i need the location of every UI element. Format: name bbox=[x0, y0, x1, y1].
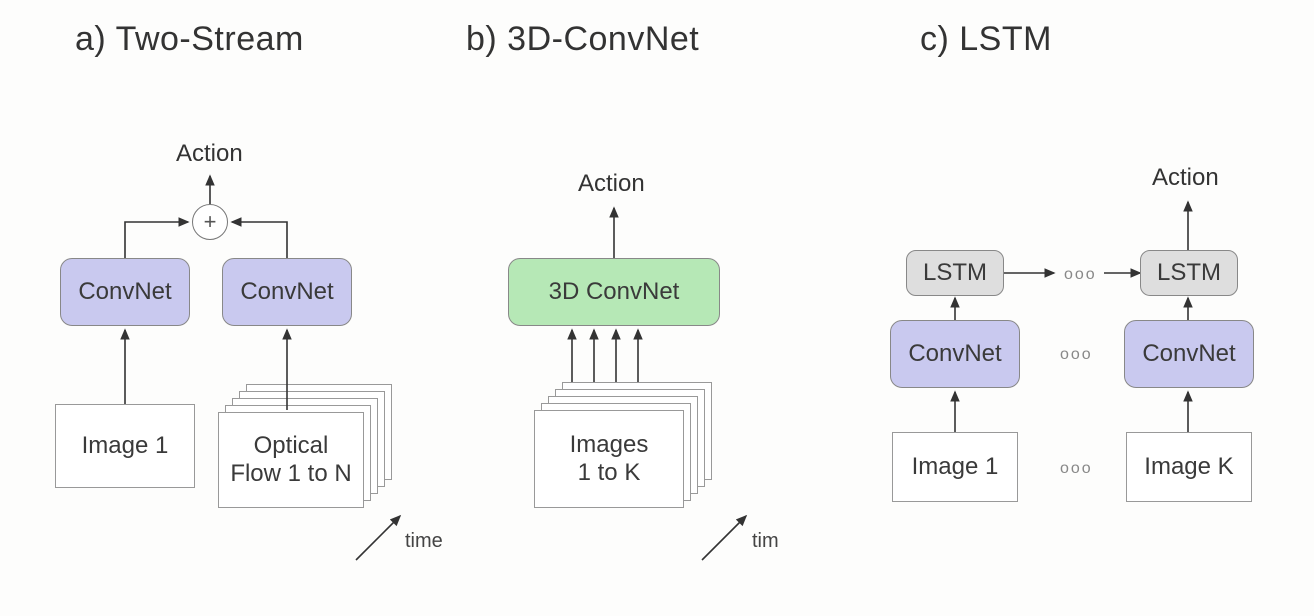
diagram-canvas: a) Two-Stream b) 3D-ConvNet c) LSTM Acti… bbox=[0, 0, 1314, 616]
panel-a-time-label: time bbox=[405, 530, 443, 553]
panel-b-images-label: Images 1 to K bbox=[534, 410, 684, 508]
panel-c-convnet-left: ConvNet bbox=[890, 320, 1020, 388]
panel-b-action-label: Action bbox=[578, 170, 645, 198]
panel-c-ellipsis-lstm: ooo bbox=[1064, 266, 1097, 284]
panel-c-lstm-right: LSTM bbox=[1140, 250, 1238, 296]
panel-b-time-label: tim bbox=[752, 530, 779, 553]
panel-a-optical-flow-label: Optical Flow 1 to N bbox=[218, 412, 364, 508]
panel-c-action-label: Action bbox=[1152, 164, 1219, 192]
panel-a-convnet-left: ConvNet bbox=[60, 258, 190, 326]
panel-a-optical-flow-stack: Optical Flow 1 to N bbox=[218, 398, 398, 518]
panel-c-ellipsis-image: ooo bbox=[1060, 460, 1093, 478]
panel-c-ellipsis-conv: ooo bbox=[1060, 346, 1093, 364]
panel-a-action-label: Action bbox=[176, 140, 243, 168]
panel-c-lstm-left: LSTM bbox=[906, 250, 1004, 296]
panel-a-title: a) Two-Stream bbox=[75, 20, 304, 59]
panel-b-title: b) 3D-ConvNet bbox=[466, 20, 699, 59]
panel-a-image1-box: Image 1 bbox=[55, 404, 195, 488]
panel-b-3d-convnet-box: 3D ConvNet bbox=[508, 258, 720, 326]
panel-b-images-stack: Images 1 to K bbox=[534, 396, 734, 526]
panel-a-convnet-right: ConvNet bbox=[222, 258, 352, 326]
panel-c-imagek-box: Image K bbox=[1126, 432, 1252, 502]
plus-fusion-node: + bbox=[192, 204, 228, 240]
plus-symbol: + bbox=[204, 209, 217, 235]
panel-c-convnet-right: ConvNet bbox=[1124, 320, 1254, 388]
panel-c-title: c) LSTM bbox=[920, 20, 1052, 59]
panel-c-image1-box: Image 1 bbox=[892, 432, 1018, 502]
